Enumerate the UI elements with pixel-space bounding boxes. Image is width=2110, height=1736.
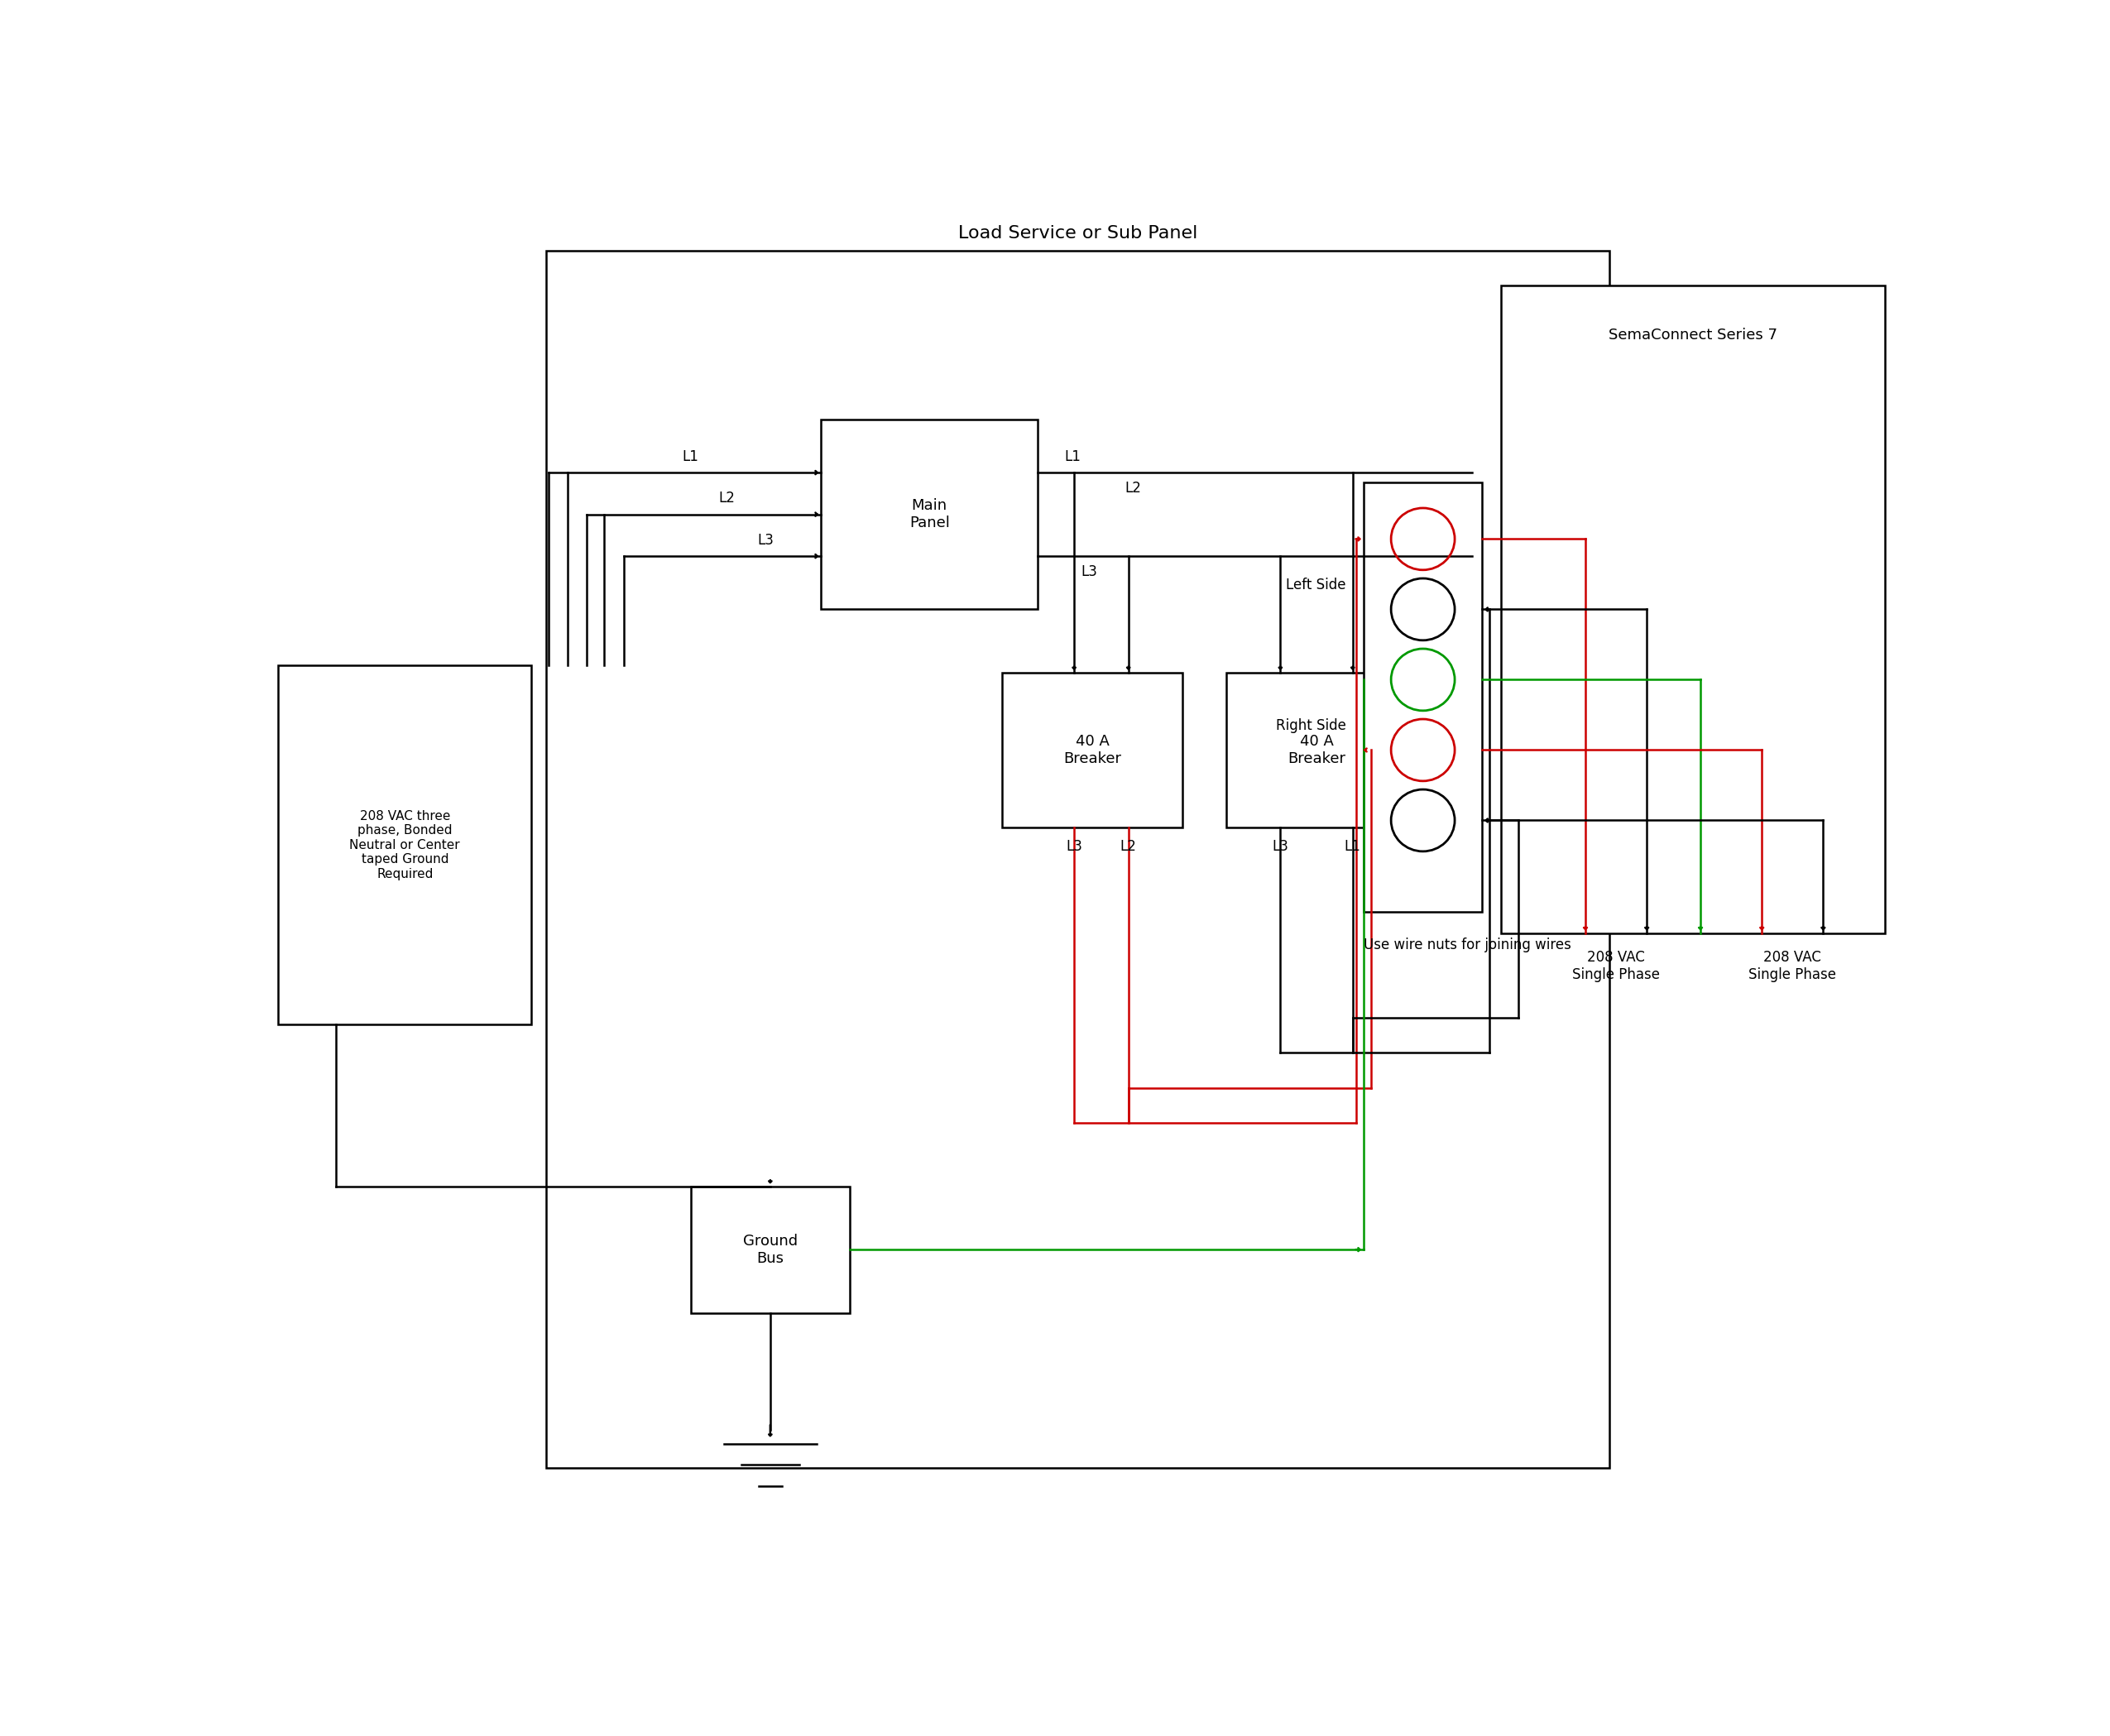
Text: L2: L2 — [1125, 481, 1142, 496]
Text: L1: L1 — [682, 450, 698, 464]
Bar — [279, 665, 532, 1024]
Text: L2: L2 — [720, 491, 734, 505]
Bar — [1500, 286, 1884, 932]
Text: Right Side: Right Side — [1277, 719, 1346, 733]
Text: 40 A
Breaker: 40 A Breaker — [1287, 734, 1346, 766]
Text: L3: L3 — [1080, 564, 1097, 580]
Text: L3: L3 — [757, 533, 774, 547]
Text: 208 VAC
Single Phase: 208 VAC Single Phase — [1749, 950, 1836, 983]
Bar — [1226, 672, 1407, 828]
Bar — [1002, 672, 1184, 828]
Text: Use wire nuts for joining wires: Use wire nuts for joining wires — [1363, 937, 1572, 951]
Text: Main
Panel: Main Panel — [909, 498, 949, 531]
Bar — [1363, 483, 1481, 911]
Text: SemaConnect Series 7: SemaConnect Series 7 — [1608, 328, 1777, 342]
Text: L3: L3 — [1272, 838, 1289, 854]
Text: L3: L3 — [1066, 838, 1082, 854]
Text: 40 A
Breaker: 40 A Breaker — [1063, 734, 1120, 766]
Text: 208 VAC three
phase, Bonded
Neutral or Center
taped Ground
Required: 208 VAC three phase, Bonded Neutral or C… — [350, 811, 460, 880]
Bar — [546, 250, 1610, 1467]
Bar — [821, 420, 1038, 609]
Text: L1: L1 — [1344, 838, 1361, 854]
Text: Ground
Bus: Ground Bus — [743, 1234, 798, 1266]
Text: Left Side: Left Side — [1287, 578, 1346, 592]
Text: Load Service or Sub Panel: Load Service or Sub Panel — [958, 226, 1198, 241]
Bar — [690, 1186, 850, 1312]
Text: L1: L1 — [1063, 450, 1080, 464]
Text: 208 VAC
Single Phase: 208 VAC Single Phase — [1572, 950, 1661, 983]
Text: L2: L2 — [1120, 838, 1137, 854]
